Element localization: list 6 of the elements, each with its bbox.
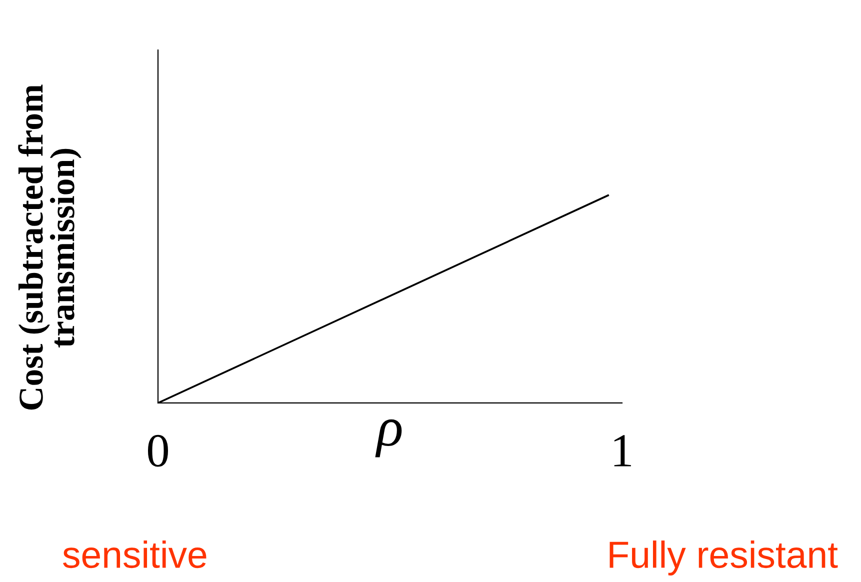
x-tick-label: 0: [148, 434, 168, 467]
y-axis-title: Cost (subtracted from transmission): [18, 84, 82, 410]
text: Fully resistant: [610, 540, 838, 576]
x-tick-label: 1: [614, 435, 631, 466]
text: sensitive: [63, 540, 206, 568]
x-axis-title: ρ: [375, 419, 402, 458]
